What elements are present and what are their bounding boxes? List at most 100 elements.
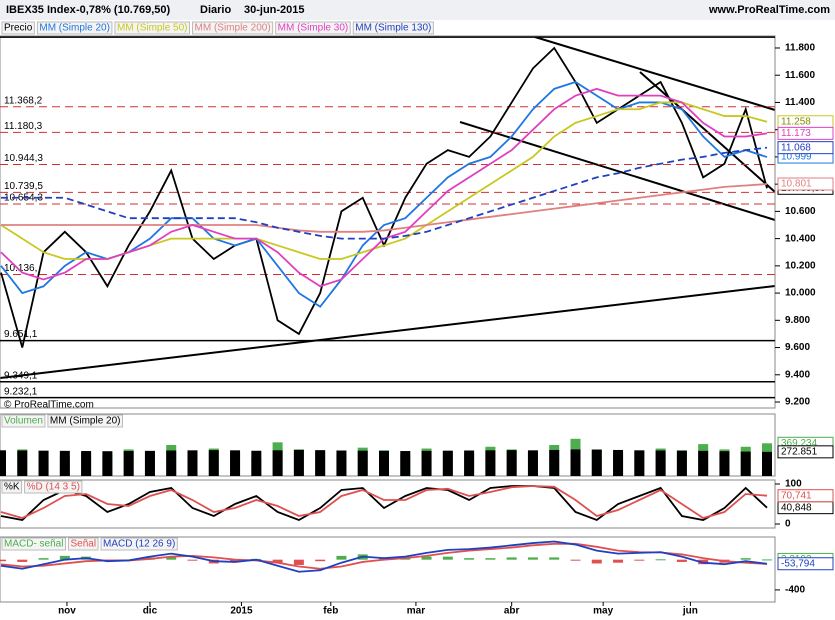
y-tick-label: 10.200	[785, 260, 816, 271]
bar	[527, 557, 538, 560]
bar	[762, 451, 772, 476]
x-tick-label: jun	[682, 606, 698, 617]
y-tick-label: -400	[785, 585, 805, 596]
bar	[698, 450, 709, 476]
legend-box	[1, 480, 23, 494]
x-tick-label: mar	[407, 606, 425, 617]
last-value-box	[777, 445, 834, 459]
bar	[676, 450, 687, 476]
level-label: 10.944,3	[4, 153, 43, 164]
y-tick-label: 10.400	[785, 233, 816, 244]
bar	[187, 450, 198, 476]
x-tick-label: 2015	[230, 606, 253, 617]
bar	[464, 450, 475, 476]
legend-label: Señal	[70, 539, 96, 550]
bar	[59, 450, 70, 476]
panel-frame	[0, 536, 776, 603]
bar	[485, 558, 496, 560]
last-value-label: 70,741	[781, 490, 812, 501]
legend-label: MACD (12 26 9)	[103, 539, 175, 550]
bar	[549, 449, 560, 476]
bar	[293, 559, 304, 565]
bar	[762, 559, 772, 561]
level-label: 11.368,2	[4, 95, 43, 106]
bar	[421, 450, 432, 476]
legend-label: MM (Simple 20)	[50, 416, 121, 427]
bar	[81, 451, 92, 476]
bar	[187, 559, 198, 561]
bar	[634, 559, 645, 561]
bar	[379, 450, 389, 476]
bar	[421, 556, 432, 560]
bar	[655, 559, 666, 561]
panel-frame	[0, 479, 776, 529]
last-value-label: 11.173	[781, 128, 811, 139]
bar	[442, 556, 453, 560]
y-tick-label: 9.600	[785, 342, 810, 353]
legend-box	[36, 21, 113, 35]
y-tick-label: 100	[785, 479, 802, 490]
legend-box	[100, 537, 178, 551]
last-value-label: 40,848	[781, 502, 812, 513]
bar	[251, 450, 262, 476]
level-label: 9.232,1	[4, 386, 38, 397]
series-line	[0, 485, 768, 519]
legend-label: Volumen	[4, 416, 43, 427]
y-tick-label: 9.800	[785, 315, 810, 326]
bar	[315, 450, 326, 476]
series-line	[1, 183, 768, 233]
bar	[485, 450, 496, 476]
y-tick-label: 9.400	[785, 369, 810, 380]
bar	[570, 559, 581, 561]
x-tick-label: may	[593, 606, 613, 617]
last-value-box	[777, 141, 834, 155]
y-tick-label: 11.400	[785, 97, 815, 108]
series-line	[0, 540, 768, 573]
legend-label: Precio	[4, 23, 33, 34]
legend-box	[275, 21, 351, 35]
bar	[144, 450, 155, 476]
bar	[591, 449, 602, 476]
bar	[527, 450, 538, 476]
bar	[719, 451, 730, 476]
last-value-box	[777, 177, 834, 191]
legend-label: MM (Simple 30)	[278, 23, 349, 34]
legend-box	[1, 414, 46, 428]
bar	[315, 559, 326, 562]
header-bar	[0, 0, 835, 20]
bar	[17, 559, 28, 562]
legend-box	[1, 21, 35, 35]
legend-label: %D (14 3 5)	[27, 482, 80, 493]
legend-box	[114, 21, 191, 35]
legend-label: MM (Simple 50)	[117, 23, 188, 34]
level-label: 11.180,3	[4, 121, 43, 132]
bar	[357, 450, 368, 476]
bar	[613, 559, 624, 563]
x-tick-label: abr	[504, 606, 520, 617]
y-tick-label: 10.600	[785, 206, 816, 217]
bar	[272, 450, 283, 476]
bar	[549, 557, 560, 560]
legend-box	[192, 21, 274, 35]
last-value-box	[777, 557, 834, 571]
level-label: 10.136,	[4, 263, 37, 274]
bar	[208, 450, 219, 476]
y-tick-label: 11.600	[785, 70, 815, 81]
symbol: IBEX35 Index	[6, 4, 77, 16]
legend-box	[352, 21, 434, 35]
bar	[166, 556, 177, 560]
last-value-box	[777, 489, 834, 503]
level-label: 9.349,1	[4, 370, 38, 381]
x-tick-label: nov	[58, 606, 76, 617]
legend-box	[47, 414, 123, 428]
bar	[38, 450, 49, 476]
y-tick-label: 10.000	[785, 288, 816, 299]
copyright: © ProRealTime.com	[4, 400, 94, 411]
bar	[230, 450, 241, 476]
bar	[166, 450, 177, 476]
bar	[442, 450, 453, 476]
legend-label: MM (Simple 20)	[39, 23, 110, 34]
bar	[59, 555, 70, 560]
bar	[613, 449, 624, 476]
